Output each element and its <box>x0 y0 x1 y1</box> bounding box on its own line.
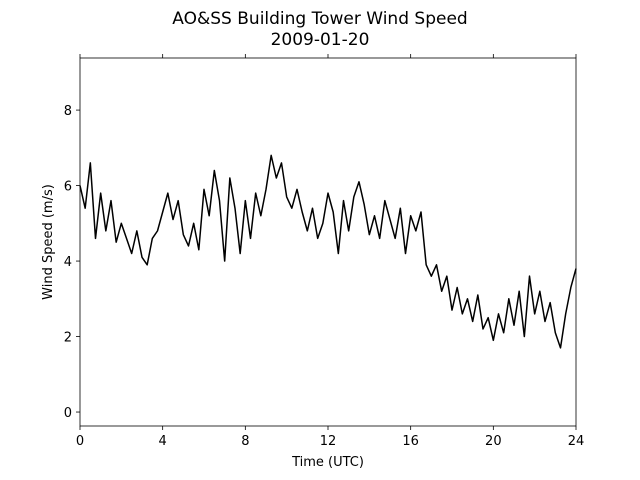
x-tick-label: 8 <box>241 434 249 449</box>
y-tick-label: 8 <box>64 104 72 119</box>
data-line <box>79 154 577 349</box>
x-tick-label: 0 <box>76 434 84 449</box>
x-tick-label: 24 <box>568 434 585 449</box>
x-tick-label: 20 <box>485 434 502 449</box>
x-tick-label: 12 <box>320 434 337 449</box>
y-axis-label: Wind Speed (m/s) <box>41 184 56 300</box>
chart-title: AO&SS Building Tower Wind Speed <box>172 9 467 29</box>
y-tick-label: 2 <box>64 331 72 346</box>
x-tick-label: 16 <box>402 434 419 449</box>
plot-frame <box>79 57 577 427</box>
y-tick-label: 4 <box>64 255 72 270</box>
x-tick-label: 4 <box>159 434 167 449</box>
y-tick-label: 6 <box>64 180 72 195</box>
chart-subtitle: 2009-01-20 <box>271 30 370 50</box>
x-axis-label: Time (UTC) <box>291 455 364 470</box>
y-tick-label: 0 <box>64 406 72 421</box>
